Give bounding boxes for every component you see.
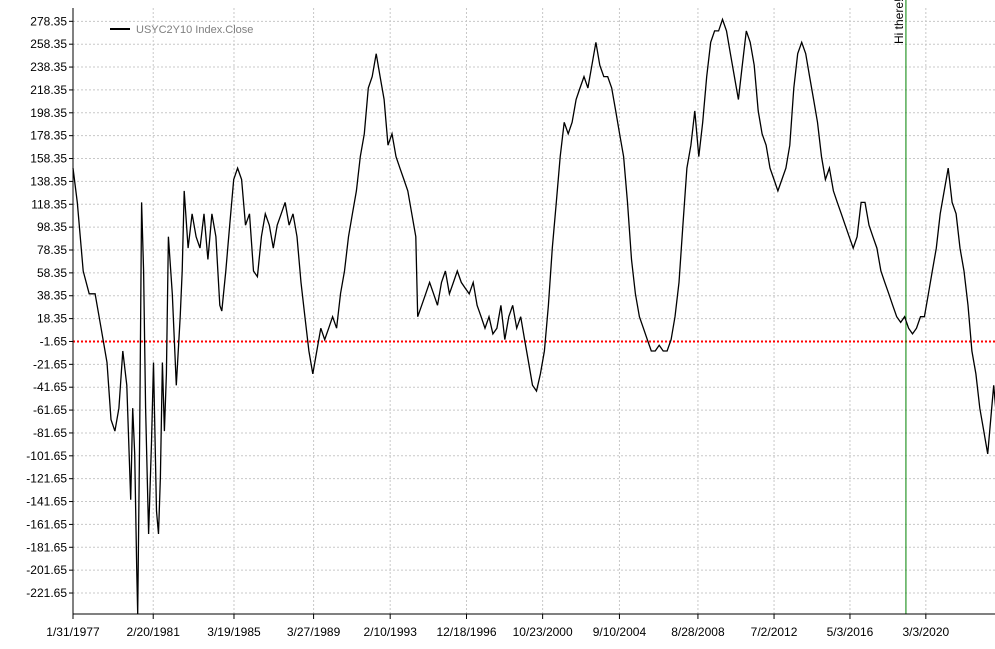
x-tick-label: 2/20/1981	[127, 625, 181, 639]
y-tick-label: -1.65	[40, 334, 68, 348]
x-tick-label: 3/19/1985	[207, 625, 261, 639]
y-tick-label: -141.65	[26, 495, 67, 509]
y-tick-label: -221.65	[26, 586, 67, 600]
x-tick-label: 10/23/2000	[513, 625, 573, 639]
x-axis-ticks: 1/31/1977 2/20/1981 3/19/1985 3/27/1989 2/10…	[46, 614, 950, 639]
y-axis-ticks: 278.35 258.35 238.35 218.35 198.35 178.35 158.…	[26, 14, 73, 600]
x-tick-label: 9/10/2004	[593, 625, 647, 639]
y-tick-label: 38.35	[37, 289, 67, 303]
x-tick-label: 12/18/1996	[436, 625, 496, 639]
y-tick-label: 238.35	[30, 60, 67, 74]
y-tick-label: -181.65	[26, 540, 67, 554]
y-tick-label: 78.35	[37, 243, 67, 257]
y-tick-label: -61.65	[33, 403, 67, 417]
y-tick-label: 98.35	[37, 220, 67, 234]
y-tick-label: 198.35	[30, 106, 67, 120]
y-tick-label: 218.35	[30, 83, 67, 97]
x-tick-label: 1/31/1977	[46, 625, 100, 639]
y-tick-label: 18.35	[37, 312, 67, 326]
y-tick-label: 138.35	[30, 174, 67, 188]
y-tick-label: -21.65	[33, 357, 67, 371]
y-tick-label: -161.65	[26, 517, 67, 531]
legend-label: USYC2Y10 Index.Close	[136, 24, 253, 36]
x-tick-label: 8/28/2008	[671, 625, 725, 639]
x-tick-label: 2/10/1993	[363, 625, 417, 639]
marker-label: Hi there!	[892, 0, 906, 44]
y-tick-label: 258.35	[30, 37, 67, 51]
y-tick-label: 58.35	[37, 266, 67, 280]
y-tick-label: 158.35	[30, 152, 67, 166]
legend: USYC2Y10 Index.Close	[110, 24, 253, 36]
y-tick-label: -201.65	[26, 563, 67, 577]
y-tick-label: -121.65	[26, 472, 67, 486]
y-tick-label: -41.65	[33, 380, 67, 394]
x-tick-label: 7/2/2012	[751, 625, 798, 639]
x-tick-label: 3/27/1989	[287, 625, 341, 639]
y-tick-label: -101.65	[26, 449, 67, 463]
y-tick-label: -81.65	[33, 426, 67, 440]
series-line-usyc2y10	[72, 17, 995, 615]
x-tick-label: 5/3/2016	[827, 625, 874, 639]
y-tick-label: 178.35	[30, 129, 67, 143]
y-tick-label: 278.35	[30, 14, 67, 28]
x-tick-label: 3/3/2020	[902, 625, 949, 639]
y-tick-label: 118.35	[31, 197, 67, 211]
